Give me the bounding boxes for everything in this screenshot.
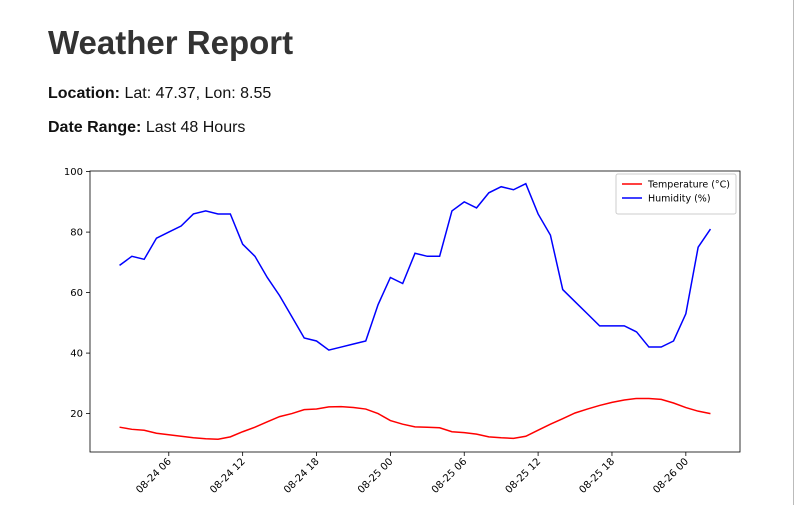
x-tick-label: 08-24 06 [134,456,174,496]
y-tick-label: 100 [64,167,83,178]
date-range-value: Last 48 Hours [145,119,246,136]
x-tick-label: 08-25 18 [578,456,618,496]
location: Location: Lat: 47.37, Lon: 8.55 [48,85,271,103]
date-range-label: Date Range: [48,119,142,136]
x-tick-label: 08-24 12 [208,456,248,496]
y-tick-label: 40 [70,349,83,360]
series-line [119,397,711,441]
page-edge [793,0,794,505]
location-value: Lat: 47.37, Lon: 8.55 [124,85,272,102]
legend-label: Humidity (%) [648,194,711,205]
series-line [119,182,712,351]
y-tick-label: 60 [70,288,83,299]
legend: Temperature (°C) Humidity (%) [615,173,737,215]
date-range: Date Range: Last 48 Hours [48,119,245,137]
x-tick-label: 08-25 00 [356,456,396,496]
x-tick-label: 08-25 12 [504,456,544,496]
legend-label: Temperature (°C) [647,180,730,191]
y-tick-label: 20 [70,409,83,420]
y-tick-label: 80 [70,228,83,239]
x-tick-label: 08-25 06 [430,456,470,496]
legend-box [615,173,737,215]
x-tick-label: 08-24 18 [282,456,322,496]
plot-frame [89,170,741,453]
page-title: Weather Report [48,24,294,61]
location-label: Location: [48,85,120,102]
x-tick-label: 08-26 00 [651,456,691,496]
